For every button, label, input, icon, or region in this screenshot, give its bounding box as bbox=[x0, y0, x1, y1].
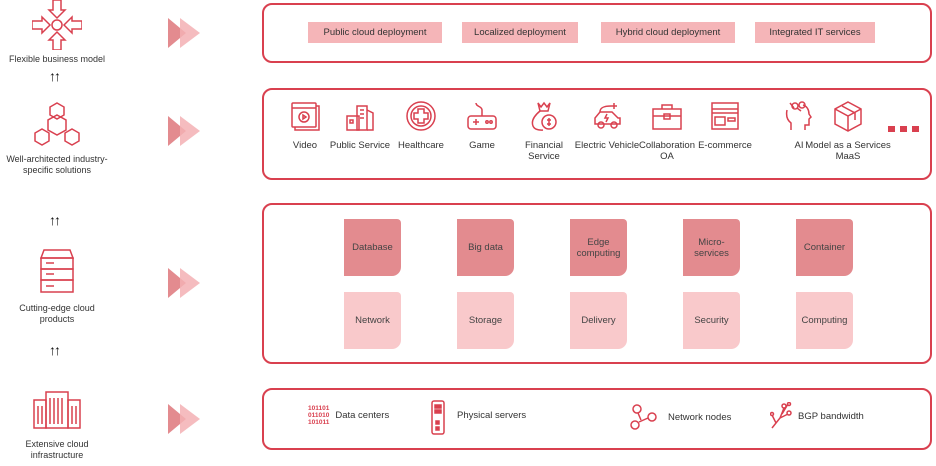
up-arrows-icon: ↑↑ bbox=[49, 212, 61, 228]
infra-item: Physical servers bbox=[431, 400, 526, 435]
industry-item-electric-vehicle: Electric Vehicle bbox=[572, 100, 642, 151]
cloud-products-panel bbox=[262, 203, 932, 364]
binary-icon: 101101 011010 101011 bbox=[308, 405, 330, 426]
buildings-icon bbox=[33, 391, 81, 429]
layer-label: Cutting-edge cloud products bbox=[19, 303, 95, 324]
industry-label: Electric Vehicle bbox=[574, 140, 640, 151]
product-card: Computing bbox=[796, 292, 853, 349]
industry-label: E-commerce bbox=[698, 140, 752, 151]
product-card: Micro-services bbox=[683, 219, 740, 276]
industry-label: Collaboration OA bbox=[639, 140, 695, 162]
chevron-right-icon bbox=[168, 116, 200, 146]
infra-item: 101101 011010 101011 Data centers bbox=[308, 405, 389, 426]
cubes-icon bbox=[34, 102, 80, 146]
infra-label: Data centers bbox=[335, 410, 390, 421]
product-card: Big data bbox=[457, 219, 514, 276]
deployment-tag: Localized deployment bbox=[462, 22, 578, 43]
industry-item-collaboration-oa: Collaboration OA bbox=[632, 100, 702, 162]
industry-item-e-commerce: E-commerce bbox=[690, 100, 760, 151]
product-card: Delivery bbox=[570, 292, 627, 349]
product-card: Edge computing bbox=[570, 219, 627, 276]
industry-solutions-panel bbox=[262, 88, 932, 180]
arrows-converge-icon bbox=[32, 0, 82, 50]
industry-label: Financial Service bbox=[524, 140, 564, 162]
infra-label: Network nodes bbox=[668, 411, 732, 423]
infra-label: BGP bandwidth bbox=[798, 410, 864, 422]
product-card: Network bbox=[344, 292, 401, 349]
industry-item-model-as-a-services-maas: Model as a Services MaaS bbox=[798, 100, 898, 162]
product-card: Database bbox=[344, 219, 401, 276]
infrastructure-panel bbox=[262, 388, 932, 450]
industry-item-video: Video bbox=[270, 100, 340, 151]
more-ellipsis-icon bbox=[888, 126, 920, 132]
up-arrows-icon: ↑↑ bbox=[49, 68, 61, 84]
layer-label: Extensive cloud infrastructure bbox=[25, 439, 89, 460]
industry-item-financial-service: Financial Service bbox=[509, 100, 579, 162]
electric-car-icon bbox=[594, 103, 621, 129]
product-card: Container bbox=[796, 219, 853, 276]
industry-label: Public Service bbox=[329, 140, 391, 151]
city-icon bbox=[346, 105, 374, 131]
chevron-right-icon bbox=[168, 404, 200, 434]
server-icon bbox=[431, 400, 445, 435]
head-brain-icon bbox=[785, 101, 812, 130]
industry-label: AI bbox=[794, 140, 804, 151]
deployment-tag: Public cloud deployment bbox=[308, 22, 442, 43]
layer-label: Flexible business model bbox=[8, 54, 106, 64]
infra-label: Physical servers bbox=[457, 410, 527, 421]
product-card: Storage bbox=[457, 292, 514, 349]
chevron-right-icon bbox=[168, 268, 200, 298]
server-stack-icon bbox=[40, 249, 74, 293]
briefcase-icon bbox=[652, 104, 682, 130]
industry-item-game: Game bbox=[447, 100, 517, 151]
industry-label: Healthcare bbox=[398, 140, 444, 151]
cube-icon bbox=[834, 101, 862, 132]
chevron-right-icon bbox=[168, 18, 200, 48]
deployment-panel bbox=[262, 3, 932, 63]
gamepad-icon bbox=[467, 102, 497, 130]
up-arrows-icon: ↑↑ bbox=[49, 342, 61, 358]
industry-label: Model as a Services MaaS bbox=[805, 140, 891, 162]
industry-label: Game bbox=[469, 140, 495, 151]
infra-item: Network nodes bbox=[630, 404, 731, 430]
infra-item: BGP bandwidth bbox=[770, 402, 864, 430]
money-bag-icon bbox=[531, 101, 557, 131]
industry-label: Video bbox=[292, 140, 318, 151]
layer-label: Well-architected industry-specific solut… bbox=[6, 154, 108, 175]
circuit-icon bbox=[770, 402, 792, 429]
video-icon bbox=[291, 102, 320, 131]
industry-item-healthcare: Healthcare bbox=[386, 100, 456, 151]
industry-item-public-service: Public Service bbox=[325, 100, 395, 151]
industry-item-ai: AI bbox=[764, 100, 834, 151]
deployment-tag: Integrated IT services bbox=[755, 22, 875, 43]
medical-cross-icon bbox=[406, 101, 436, 131]
deployment-tag: Hybrid cloud deployment bbox=[601, 22, 735, 43]
network-nodes-icon bbox=[630, 404, 657, 430]
storefront-icon bbox=[711, 102, 739, 130]
product-card: Security bbox=[683, 292, 740, 349]
